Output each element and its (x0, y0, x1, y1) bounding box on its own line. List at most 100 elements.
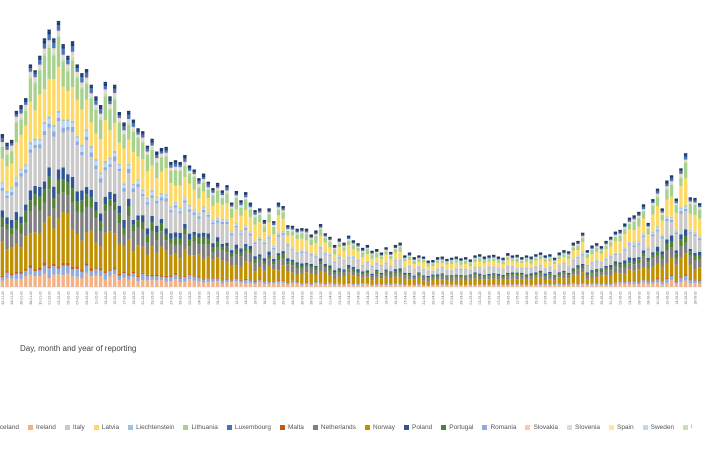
bar-segment-poland (295, 262, 299, 265)
bar-segment-iceland (28, 267, 33, 275)
bar-segment-italy (42, 135, 47, 182)
bar-segment-netherlands (323, 267, 327, 273)
bar-segment-sweden (632, 243, 636, 246)
bar-segment-romania (407, 266, 412, 267)
bar-segment-poland (697, 251, 702, 256)
bar-segment-lithuania (112, 99, 117, 124)
bar-segment-ireland (534, 285, 538, 287)
bar-segment-luxembourg (496, 258, 501, 260)
bar-segment-slovenia (613, 235, 618, 237)
bar-segment-slovenia (328, 240, 332, 242)
bar-segment-iceland (112, 269, 117, 275)
bar-segment-czechia (248, 204, 253, 206)
bar-segment-norway (604, 275, 608, 284)
bar-segment-portugal (173, 237, 178, 245)
bar-segment-luxembourg (370, 253, 374, 254)
bar-segment-liechtenstein (646, 246, 650, 248)
bar-segment-netherlands (655, 255, 660, 264)
bar-segment-luxembourg (267, 211, 271, 213)
x-tick-label: 27-05-20 (591, 291, 595, 305)
bar-cap (318, 224, 323, 227)
bar-segment-sweden (674, 231, 678, 233)
x-tick-label: 13-02-20 (104, 291, 108, 305)
bar-segment-iceland (103, 272, 107, 280)
bar-segment-norway (272, 269, 276, 281)
bar-segment-italy (14, 186, 19, 213)
bar-segment-slovenia (641, 209, 646, 211)
bar-segment-united_kingdom (651, 204, 655, 206)
bar-segment-ireland (248, 283, 253, 287)
bar-segment-malta (197, 276, 201, 278)
bar-segment-lithuania (262, 226, 267, 232)
bar-segment-iceland (159, 276, 164, 281)
bar-segment-slovakia (159, 153, 164, 155)
bar-segment-netherlands (197, 244, 201, 255)
bar-segment-portugal (112, 202, 117, 211)
bar-segment-norway (10, 247, 14, 274)
bar-segment-romania (286, 244, 290, 246)
bar-segment-italy (576, 258, 580, 266)
bar-segment-liechtenstein (300, 249, 304, 251)
bar-segment-portugal (534, 273, 538, 276)
bar-segment-liechtenstein (112, 150, 117, 154)
bar-segment-romania (529, 268, 533, 269)
bar-segment-slovenia (145, 153, 150, 154)
bar-segment-sweden (314, 255, 318, 257)
bar-segment-latvia (112, 123, 117, 151)
bar-segment-united_kingdom (89, 96, 93, 99)
bar-segment-lithuania (403, 258, 407, 261)
bar-segment-poland (192, 231, 196, 235)
bar-segment-luxembourg (220, 193, 224, 196)
bar-segment-sweden (155, 198, 159, 201)
bar-segment-romania (557, 265, 561, 266)
bar-segment-iceland (244, 279, 248, 284)
bar-segment-iceland (108, 270, 112, 277)
bar-segment-netherlands (10, 234, 14, 248)
bar-segment-slovakia (206, 187, 210, 188)
bar-segment-liechtenstein (183, 197, 187, 199)
bar-segment-italy (520, 268, 524, 273)
bar-segment-malta (5, 271, 9, 273)
bar-segment-luxembourg (562, 252, 566, 254)
bar-segment-portugal (463, 276, 468, 278)
bar-segment-romania (595, 261, 599, 263)
bar-cap (492, 254, 496, 257)
bar-segment-netherlands (332, 274, 337, 279)
bar-segment-luxembourg (590, 247, 594, 249)
bar-segment-united_kingdom (580, 237, 585, 238)
bar-segment-latvia (150, 165, 154, 191)
x-tick-label: 05-04-20 (347, 291, 351, 305)
bar-segment-italy (52, 136, 56, 187)
bar-segment-norway (412, 279, 416, 285)
bar-segment-iceland (286, 283, 290, 285)
bar-segment-poland (543, 273, 547, 276)
bar-segment-ireland (623, 283, 627, 287)
bar-segment-ireland (524, 285, 529, 287)
bar-segment-iceland (314, 281, 318, 284)
bar-segment-romania (459, 269, 463, 270)
bar-segment-norway (463, 280, 468, 285)
bar-segment-netherlands (552, 277, 557, 281)
bar-segment-united_kingdom (365, 248, 370, 250)
bar-segment-italy (665, 221, 669, 240)
legend-item-slovakia: Slovakia (525, 424, 558, 431)
bar-segment-slovenia (267, 213, 271, 214)
bar-segment-portugal (393, 271, 398, 274)
bar-segment-romania (697, 238, 702, 241)
bar-cap (10, 139, 14, 142)
bar-segment-lithuania (206, 189, 210, 198)
bar-segment-romania (220, 221, 224, 225)
bar-segment-norway (206, 256, 210, 278)
bar-cap (697, 203, 702, 206)
bar-segment-iceland (183, 276, 187, 282)
bar-segment-malta (89, 268, 93, 271)
bar-cap (463, 257, 468, 260)
bar-segment-latvia (56, 66, 61, 111)
bar-segment-iceland (253, 281, 257, 285)
bar-segment-iceland (538, 284, 543, 286)
bar-segment-latvia (496, 262, 501, 268)
bar-segment-romania (131, 188, 136, 193)
bar-segment-poland (445, 275, 449, 277)
bar-segment-portugal (435, 275, 440, 277)
bar-segment-lithuania (244, 199, 248, 210)
